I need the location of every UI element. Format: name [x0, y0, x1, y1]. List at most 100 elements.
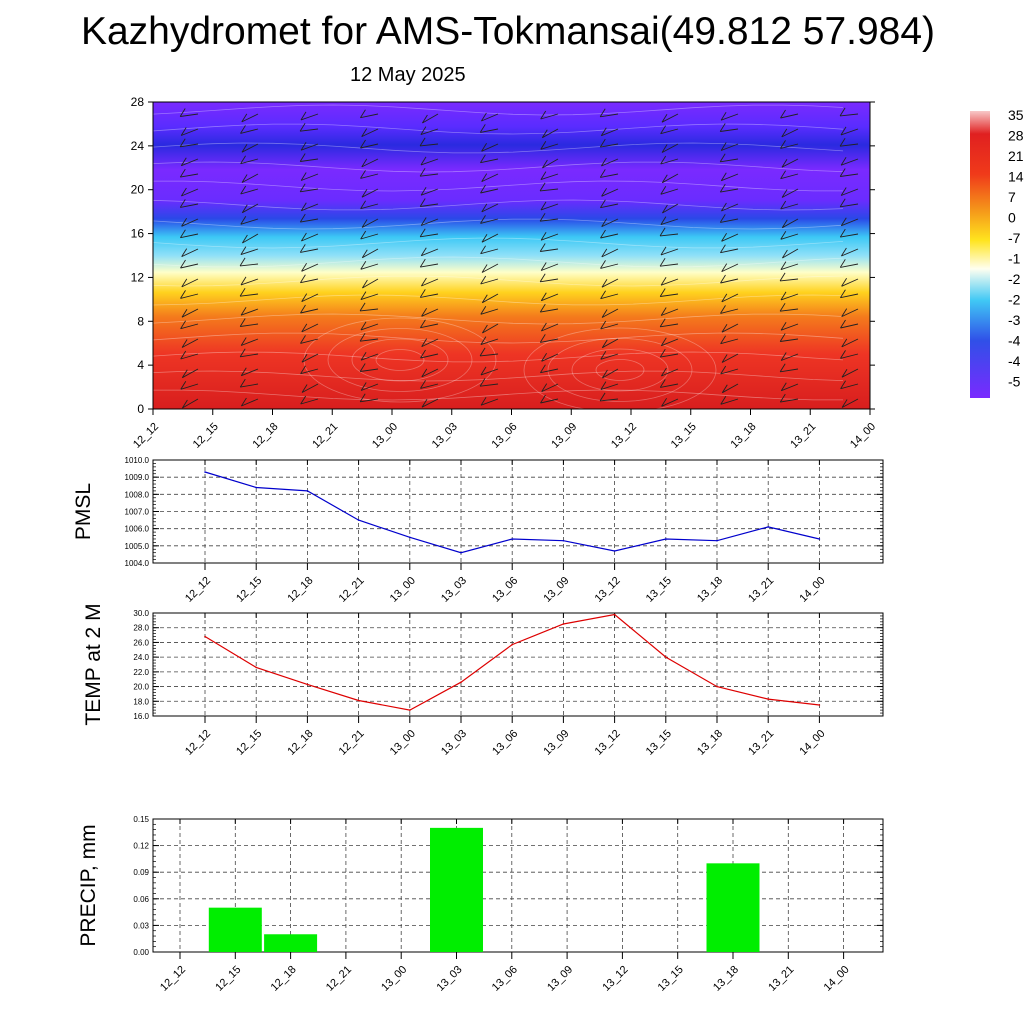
- wind-barb-shaft: [720, 308, 739, 314]
- wind-barb-flag: [599, 169, 606, 178]
- heatmap-x-axis: 12_12 12_15 12_18 12_21 13_00 13_03 13_06 13_09…: [131, 409, 878, 451]
- wind-barb-shaft: [661, 113, 679, 123]
- wind-barb-shaft: [360, 323, 379, 331]
- wind-barb-shaft: [301, 383, 319, 393]
- wind-barb-flag: [599, 108, 606, 118]
- wind-barb-flag: [539, 303, 546, 313]
- wind-barb-shaft: [600, 143, 619, 148]
- x-tick-label: 13_00: [379, 964, 409, 994]
- wind-barb-flag: [720, 244, 726, 253]
- wind-barb-flag: [780, 140, 786, 149]
- y-tick-label: 26.0: [133, 638, 149, 647]
- wind-barb-shaft: [720, 338, 739, 345]
- wind-barb-shaft: [720, 188, 739, 193]
- wind-barb-flag: [720, 274, 726, 284]
- wind-barb-shaft: [482, 323, 499, 334]
- wind-barb-flag: [541, 322, 547, 332]
- x-tick-label: 13_09: [541, 575, 571, 605]
- wind-barb-flag: [362, 279, 368, 289]
- colorbar-label: 35: [1008, 107, 1024, 123]
- wind-barb-shaft: [360, 113, 379, 119]
- heatmap-y-tick-label: 24: [131, 139, 145, 153]
- wind-barb-flag: [540, 292, 547, 301]
- wind-barb-shaft: [300, 338, 319, 344]
- wind-barb-flag: [480, 306, 487, 315]
- wind-barb-flag: [239, 378, 246, 388]
- wind-barb-flag: [601, 248, 608, 258]
- heatmap-contour-ring: [375, 349, 425, 371]
- wind-barb-flag: [780, 109, 786, 119]
- wind-barb-shaft: [300, 398, 319, 405]
- series-point: [613, 550, 616, 552]
- heatmap-x-tick-label: 13_18: [729, 421, 759, 451]
- series-point: [357, 699, 360, 702]
- wind-barb-shaft: [841, 248, 859, 257]
- wind-barb-shaft: [542, 128, 559, 139]
- wind-barb-flag: [301, 353, 308, 363]
- wind-barb-flag: [419, 167, 426, 177]
- wind-barb-shaft: [601, 278, 619, 288]
- wind-barb-flag: [839, 137, 846, 147]
- wind-barb-shaft: [421, 398, 439, 408]
- wind-barb-flag: [840, 187, 847, 196]
- wind-barb-shaft: [720, 113, 739, 121]
- wind-barb-flag: [539, 212, 546, 222]
- wind-barb-shaft: [180, 203, 199, 208]
- wind-barb-shaft: [360, 293, 379, 301]
- colorbar-label: -4: [1008, 333, 1021, 349]
- wind-barb-shaft: [540, 203, 559, 211]
- wind-barb-shaft: [601, 128, 619, 137]
- wind-barb-shaft: [722, 383, 739, 394]
- wind-barb-shaft: [660, 293, 679, 297]
- wind-barb-flag: [540, 171, 547, 180]
- x-tick-label: 13_03: [439, 728, 469, 758]
- wind-barb-shaft: [361, 188, 379, 198]
- series-point: [562, 539, 565, 542]
- wind-barb-flag: [659, 257, 666, 267]
- wind-barb-shaft: [180, 353, 199, 360]
- wind-barb-shaft: [421, 218, 439, 226]
- wind-barb-shaft: [840, 233, 859, 238]
- wind-barb-shaft: [780, 278, 799, 282]
- wind-barb-shaft: [181, 218, 199, 227]
- x-tick-label: 13_00: [388, 728, 418, 758]
- y-tick-label: 28.0: [133, 624, 149, 633]
- colorbar-labels: 35 28 21 14 7 0 -7 -1 -2 -2 -3 -4 -4 -5: [1008, 107, 1024, 390]
- wind-barb-flag: [481, 264, 488, 273]
- y-tick-label: 0.03: [133, 921, 149, 930]
- heatmap-x-tick-label: 13_06: [490, 421, 520, 451]
- series-point: [716, 539, 718, 542]
- wind-barb-flag: [480, 184, 486, 194]
- series-point: [716, 685, 718, 688]
- wind-barb-flag: [781, 189, 788, 198]
- wind-barb-shaft: [540, 308, 559, 313]
- wind-barb-shaft: [600, 263, 619, 269]
- wind-barb-flag: [719, 214, 726, 223]
- heatmap-contour-line: [152, 142, 844, 154]
- wind-barb-shaft: [780, 398, 799, 403]
- wind-barb-shaft: [480, 188, 499, 194]
- wind-barb-flag: [360, 139, 366, 149]
- temp-panel: 16.0 18.0 20.0 22.0 24.0 26.0 28.0 30.0 12_12 12_…: [82, 603, 884, 758]
- wind-barb-flag: [359, 332, 366, 342]
- series-point: [409, 536, 411, 539]
- wind-barb-flag: [719, 123, 726, 132]
- wind-barb-flag: [841, 247, 847, 257]
- wind-barb-flag: [422, 114, 428, 124]
- wind-barb-flag: [481, 112, 487, 122]
- series-point: [818, 538, 821, 540]
- wind-barb-flag: [240, 216, 247, 225]
- wind-barb-flag: [600, 229, 606, 239]
- wind-barb-flag: [301, 323, 308, 333]
- wind-barb-flag: [720, 396, 727, 405]
- wind-barb-flag: [240, 337, 247, 346]
- wind-barb-shaft: [360, 173, 379, 179]
- wind-barb-shaft: [421, 278, 439, 287]
- wind-barb-flag: [660, 246, 667, 256]
- x-tick-label: 12_21: [324, 964, 354, 994]
- wind-barb-shaft: [241, 143, 259, 153]
- wind-barb-flag: [420, 380, 426, 389]
- heatmap-contour-line: [152, 256, 844, 268]
- wind-barb-flag: [359, 393, 366, 403]
- wind-barb-shaft: [601, 158, 619, 167]
